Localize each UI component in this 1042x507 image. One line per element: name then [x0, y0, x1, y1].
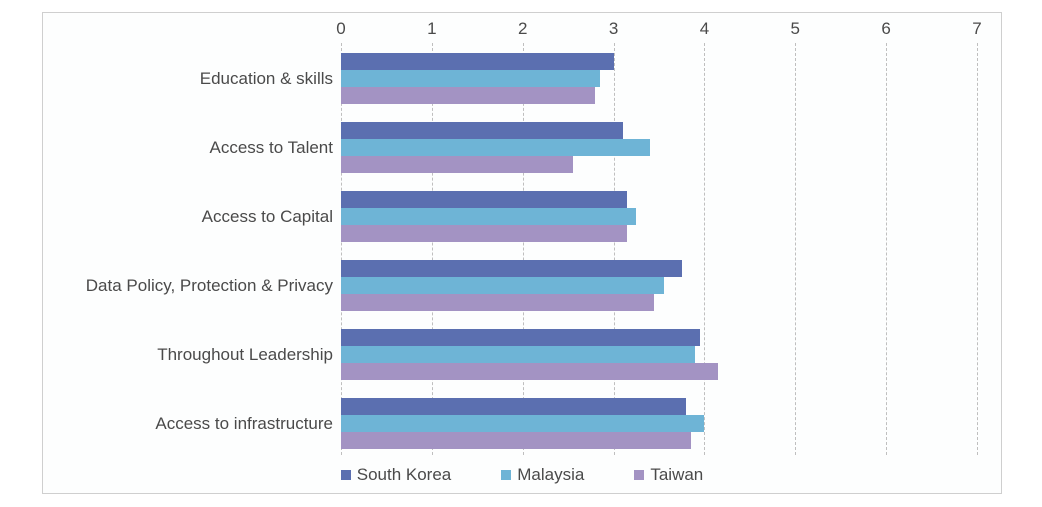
legend-swatch-icon — [341, 470, 351, 480]
bar — [341, 156, 573, 173]
bar — [341, 70, 600, 87]
bar — [341, 363, 718, 380]
bar — [341, 87, 595, 104]
bar — [341, 432, 691, 449]
bar — [341, 225, 627, 242]
legend-label: Taiwan — [650, 465, 703, 485]
bar — [341, 139, 650, 156]
legend-item-south-korea: South Korea — [341, 465, 452, 485]
bar — [341, 346, 695, 363]
bar — [341, 191, 627, 208]
bar — [341, 294, 654, 311]
bar — [341, 260, 682, 277]
bar — [341, 208, 636, 225]
bar — [341, 398, 686, 415]
bar — [341, 53, 614, 70]
chart-container: 01234567 Education & skillsAccess to Tal… — [42, 12, 1002, 494]
legend: South Korea Malaysia Taiwan — [43, 465, 1001, 485]
bar — [341, 329, 700, 346]
legend-label: Malaysia — [517, 465, 584, 485]
bar — [341, 122, 623, 139]
legend-item-taiwan: Taiwan — [634, 465, 703, 485]
legend-item-malaysia: Malaysia — [501, 465, 584, 485]
bars — [43, 13, 1001, 493]
bar — [341, 415, 704, 432]
bar — [341, 277, 664, 294]
legend-swatch-icon — [501, 470, 511, 480]
legend-swatch-icon — [634, 470, 644, 480]
legend-label: South Korea — [357, 465, 452, 485]
